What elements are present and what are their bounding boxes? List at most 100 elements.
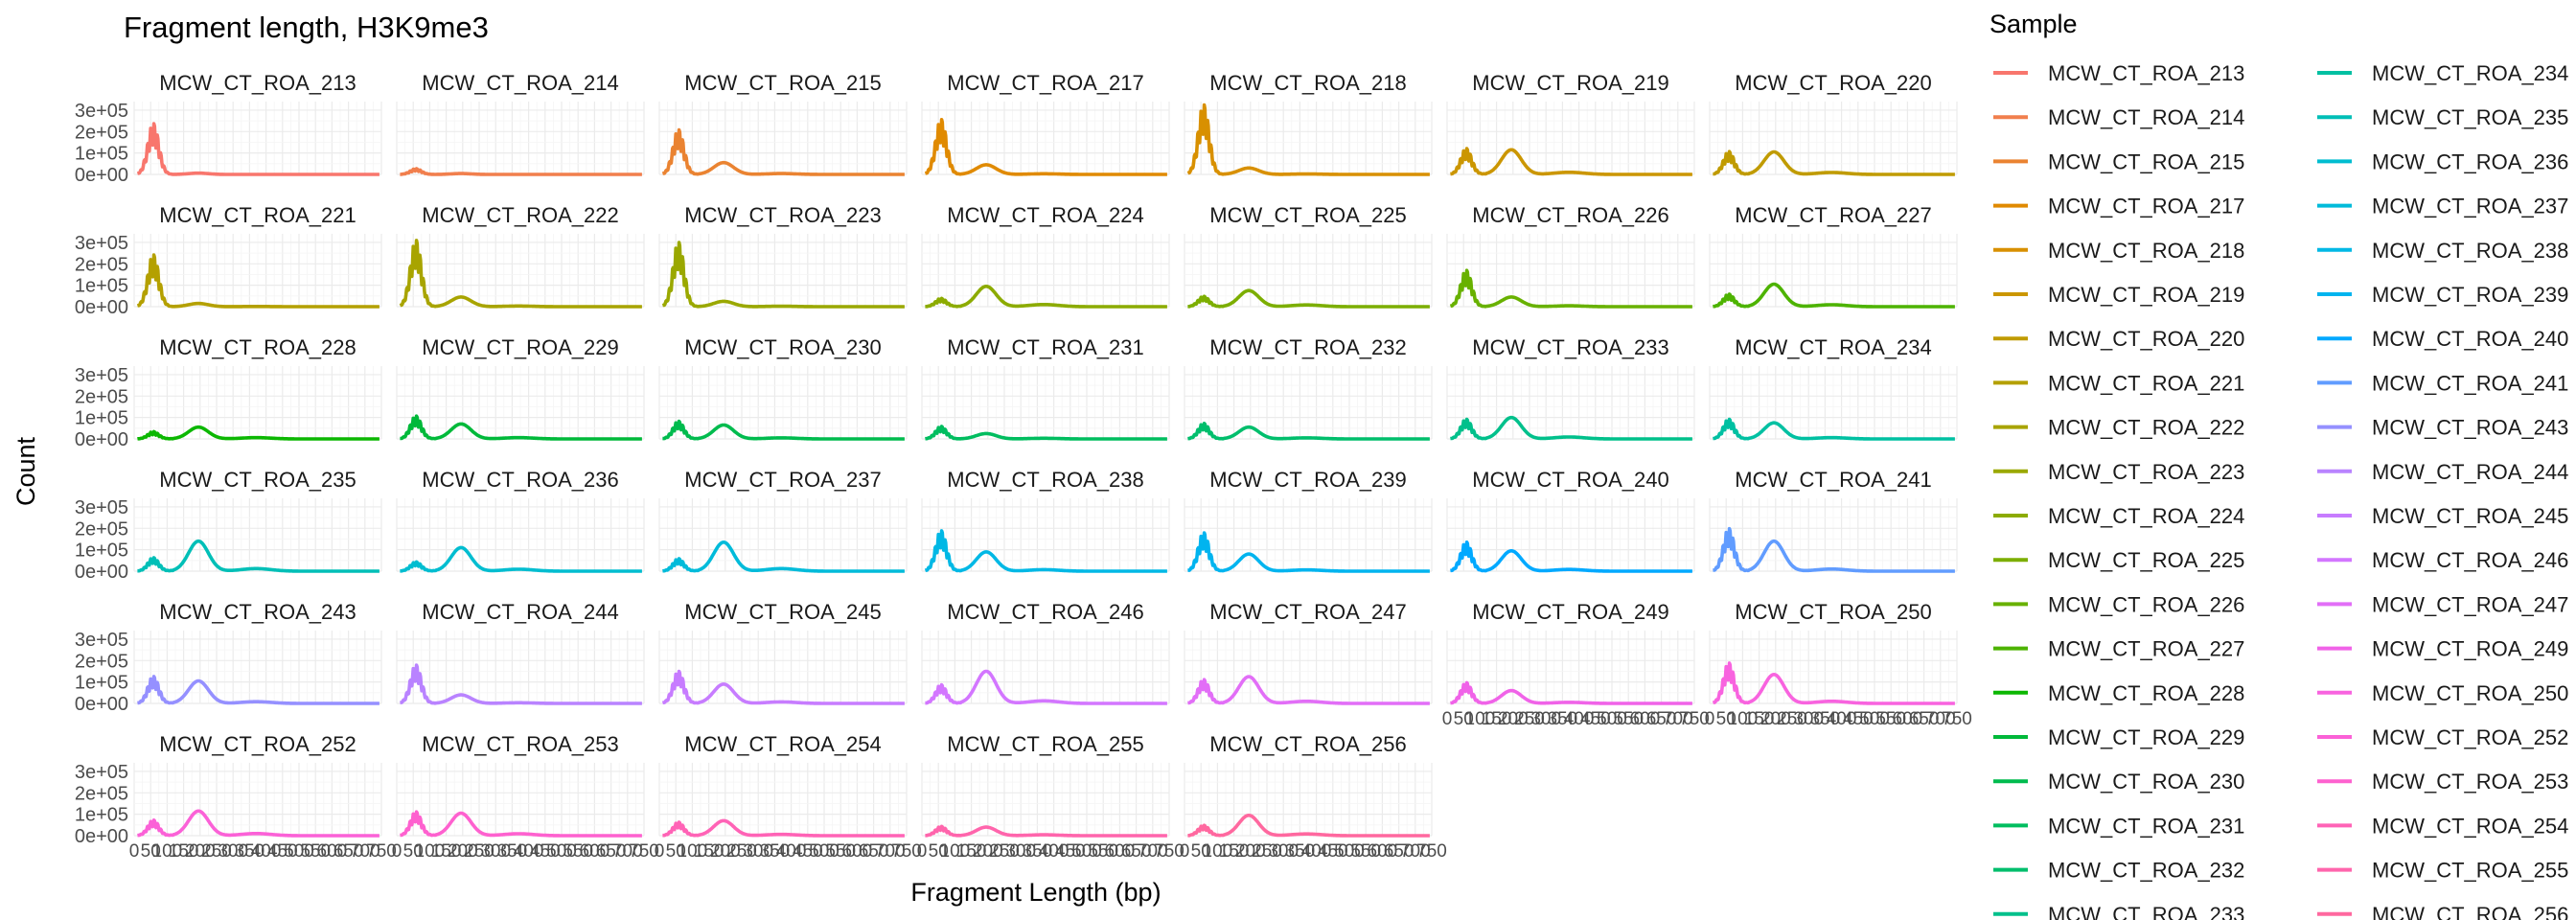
legend-label: MCW_CT_ROA_246 [2372, 548, 2568, 572]
x-tick-label: 700 [1400, 841, 1431, 862]
x-tick-label: 400 [514, 841, 544, 862]
x-tick-label: 500 [546, 841, 577, 862]
x-tick-label: 100 [940, 841, 971, 862]
x-tick-label: 350 [235, 841, 265, 862]
x-tick-label: 300 [1793, 709, 1824, 729]
facet-panel-mcw-ct-roa-222: MCW_CT_ROA_222 [396, 203, 645, 309]
x-tick-label: 700 [350, 841, 380, 862]
legend-item: MCW_CT_ROA_244 [2317, 460, 2568, 484]
y-tick-label: 2e+05 [75, 651, 128, 672]
x-tick-label: 600 [1368, 841, 1398, 862]
legend-label: MCW_CT_ROA_255 [2372, 859, 2568, 883]
legend-item: MCW_CT_ROA_247 [2317, 592, 2568, 616]
legend-item: MCW_CT_ROA_220 [1993, 327, 2244, 351]
legend-label: MCW_CT_ROA_247 [2372, 592, 2568, 616]
legend-item: MCW_CT_ROA_236 [2317, 150, 2568, 173]
legend-label: MCW_CT_ROA_229 [2048, 725, 2244, 749]
facet-panel-mcw-ct-roa-239: MCW_CT_ROA_239 [1184, 468, 1433, 573]
series-line-mcw-ct-roa-241 [1712, 526, 1956, 573]
x-tick-label: 200 [1498, 709, 1529, 729]
x-tick-label: 100 [678, 841, 708, 862]
legend-label: MCW_CT_ROA_218 [2048, 239, 2244, 263]
y-tick-label: 2e+05 [75, 518, 128, 540]
facet-strip-label: MCW_CT_ROA_230 [684, 335, 881, 359]
legend-label: MCW_CT_ROA_224 [2048, 504, 2244, 528]
facet-panel-mcw-ct-roa-226: MCW_CT_ROA_226 [1446, 203, 1695, 309]
facet-panel-mcw-ct-roa-214: MCW_CT_ROA_214 [396, 71, 645, 176]
legend-label: MCW_CT_ROA_240 [2372, 327, 2568, 351]
facet-strip-label: MCW_CT_ROA_245 [684, 600, 881, 624]
series-line-mcw-ct-roa-221 [136, 253, 380, 309]
x-tick-label: 150 [694, 841, 724, 862]
x-tick-label: 250 [989, 841, 1020, 862]
facet-panel-mcw-ct-roa-254: MCW_CT_ROA_254 0 5010015020025030035040045… [655, 732, 922, 862]
facet-panel-mcw-ct-roa-234: MCW_CT_ROA_234 [1709, 335, 1958, 441]
legend-label: MCW_CT_ROA_254 [2372, 814, 2568, 838]
x-tick-label: 700 [875, 841, 906, 862]
x-tick-label: 450 [1580, 709, 1611, 729]
y-tick-label: 1e+05 [75, 276, 128, 297]
x-tick-label: 500 [809, 841, 840, 862]
x-tick-label: 350 [1548, 709, 1578, 729]
y-tick-label: 1e+05 [75, 540, 128, 562]
facet-panel-mcw-ct-roa-232: MCW_CT_ROA_232 [1184, 335, 1433, 441]
x-tick-label: 50 [141, 841, 161, 862]
x-axis-label: Fragment Length (bp) [910, 878, 1161, 907]
y-tick-label: 1e+05 [75, 408, 128, 429]
facet-panel-mcw-ct-roa-220: MCW_CT_ROA_220 [1709, 71, 1958, 176]
legend-label: MCW_CT_ROA_225 [2048, 548, 2244, 572]
facet-panel-mcw-ct-roa-218: MCW_CT_ROA_218 [1184, 71, 1433, 176]
series-line-mcw-ct-roa-235 [136, 539, 380, 573]
legend-label: MCW_CT_ROA_249 [2372, 637, 2568, 661]
legend-item: MCW_CT_ROA_228 [1993, 681, 2244, 705]
series-line-mcw-ct-roa-244 [399, 663, 643, 705]
facet-strip-label: MCW_CT_ROA_246 [947, 600, 1143, 624]
series-line-mcw-ct-roa-213 [136, 122, 380, 176]
x-tick-label: 400 [776, 841, 807, 862]
x-tick-label: 300 [1530, 709, 1561, 729]
series-line-mcw-ct-roa-224 [924, 285, 1168, 309]
series-line-mcw-ct-roa-247 [1186, 675, 1431, 705]
series-line-mcw-ct-roa-228 [136, 425, 380, 441]
series-line-mcw-ct-roa-250 [1712, 661, 1956, 705]
x-tick-label: 600 [1630, 709, 1661, 729]
x-tick-label: 50 [1716, 709, 1736, 729]
series-line-mcw-ct-roa-252 [136, 809, 380, 838]
x-tick-label: 150 [1744, 709, 1775, 729]
facet-strip-label: MCW_CT_ROA_247 [1209, 600, 1406, 624]
legend-item: MCW_CT_ROA_233 [1993, 903, 2244, 920]
x-tick-label: 150 [431, 841, 462, 862]
y-tick-label: 0e+00 [75, 826, 128, 847]
facet-panel-mcw-ct-roa-249: MCW_CT_ROA_249 0 5010015020025030035040045… [1442, 600, 1710, 729]
facet-panel-mcw-ct-roa-227: MCW_CT_ROA_227 [1709, 203, 1958, 309]
x-tick-label: 200 [448, 841, 478, 862]
x-tick-label: 250 [726, 841, 757, 862]
x-tick-label: 450 [1843, 709, 1874, 729]
legend-label: MCW_CT_ROA_244 [2372, 460, 2568, 484]
y-tick-label: 2e+05 [75, 386, 128, 407]
facet-panel-mcw-ct-roa-240: MCW_CT_ROA_240 [1446, 468, 1695, 573]
x-tick-label: 450 [1318, 841, 1348, 862]
facet-panel-mcw-ct-roa-250: MCW_CT_ROA_250 0 5010015020025030035040045… [1705, 600, 1972, 729]
legend-item: MCW_CT_ROA_213 [1993, 61, 2244, 85]
facet-panel-mcw-ct-roa-225: MCW_CT_ROA_225 [1184, 203, 1433, 309]
legend-label: MCW_CT_ROA_238 [2372, 239, 2568, 263]
facet-panel-mcw-ct-roa-233: MCW_CT_ROA_233 [1446, 335, 1695, 441]
legend-label: MCW_CT_ROA_215 [2048, 150, 2244, 173]
facet-panel-mcw-ct-roa-219: MCW_CT_ROA_219 [1446, 71, 1695, 176]
facet-panel-mcw-ct-roa-217: MCW_CT_ROA_217 [921, 71, 1170, 176]
legend-item: MCW_CT_ROA_226 [1993, 592, 2244, 616]
facet-strip-label: MCW_CT_ROA_233 [1472, 335, 1668, 359]
x-tick-label: 50 [1454, 709, 1474, 729]
facet-strip-label: MCW_CT_ROA_240 [1472, 468, 1668, 492]
legend-item: MCW_CT_ROA_225 [1993, 548, 2244, 572]
x-tick-label: 350 [760, 841, 791, 862]
x-tick-label: 100 [415, 841, 446, 862]
legend-label: MCW_CT_ROA_241 [2372, 371, 2568, 395]
legend-label: MCW_CT_ROA_223 [2048, 460, 2244, 484]
legend-label: MCW_CT_ROA_237 [2372, 195, 2568, 218]
legend-item: MCW_CT_ROA_237 [2317, 195, 2568, 218]
facet-strip-label: MCW_CT_ROA_241 [1735, 468, 1931, 492]
